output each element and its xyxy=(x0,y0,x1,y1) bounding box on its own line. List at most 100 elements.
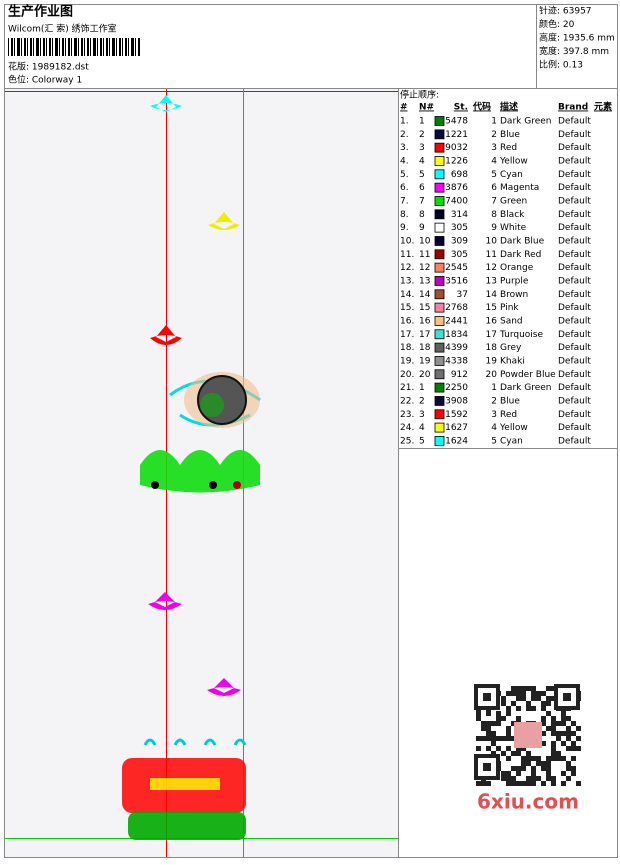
qr-cell xyxy=(546,701,551,706)
qr-cell xyxy=(541,741,546,746)
bar xyxy=(71,38,72,56)
qr-cell xyxy=(526,706,531,711)
qr-cell xyxy=(511,736,516,741)
row-index: 10. xyxy=(400,236,414,246)
qr-cell xyxy=(496,711,501,716)
qr-cell xyxy=(551,781,556,786)
code: 7 xyxy=(491,196,497,206)
qr-cell xyxy=(546,726,551,731)
qr-cell xyxy=(501,736,506,741)
description: Dark Blue xyxy=(500,236,545,246)
swatch xyxy=(434,329,445,340)
embroidery xyxy=(122,95,261,840)
row-index: 20. xyxy=(400,370,414,380)
row-index: 23. xyxy=(400,410,414,420)
brand: Default xyxy=(558,236,591,246)
qr-cell xyxy=(491,741,496,746)
bar xyxy=(33,38,34,56)
bar xyxy=(135,38,136,56)
qr-finder xyxy=(483,693,491,701)
title: 生产作业图 xyxy=(8,4,73,20)
qr-cell xyxy=(571,766,576,771)
qr-cell xyxy=(516,716,521,721)
needle: 18 xyxy=(419,343,431,353)
qr-cell xyxy=(541,721,546,726)
needle: 15 xyxy=(419,303,430,313)
row-index: 9. xyxy=(400,223,409,233)
bar xyxy=(43,38,45,56)
swatch xyxy=(434,209,445,220)
description: Pink xyxy=(500,303,519,313)
stitches: 5478 xyxy=(445,117,468,127)
swatch xyxy=(434,262,445,273)
swatch xyxy=(434,396,445,406)
row-index: 7. xyxy=(400,196,409,206)
qr-cell xyxy=(521,756,526,761)
description: Grey xyxy=(500,343,522,353)
stitches: 1624 xyxy=(445,436,468,446)
qr-cell xyxy=(501,771,506,776)
qr-cell xyxy=(546,766,551,771)
bar xyxy=(100,38,102,56)
qr-cell xyxy=(501,716,506,721)
brand: Default xyxy=(558,170,591,180)
needle: 1 xyxy=(419,383,425,393)
qr-cell xyxy=(571,731,576,736)
qr-cell xyxy=(526,686,531,691)
qr-cell xyxy=(511,776,516,781)
qr-cell xyxy=(551,726,556,731)
brand: Default xyxy=(558,250,591,260)
bar xyxy=(24,38,26,56)
qr-cell xyxy=(486,781,491,786)
row-index: 22. xyxy=(400,396,414,406)
qr-cell xyxy=(531,686,536,691)
stitches: 2441 xyxy=(445,316,468,326)
brand: Default xyxy=(558,156,591,166)
qr-cell xyxy=(526,761,531,766)
qr-cell xyxy=(506,746,511,751)
qr-cell xyxy=(541,781,546,786)
brand: Default xyxy=(558,130,591,140)
qr-cell xyxy=(556,731,561,736)
code: 1 xyxy=(491,117,497,127)
swatch xyxy=(434,382,445,393)
row-index: 12. xyxy=(400,263,414,273)
qr-cell xyxy=(506,771,511,776)
qr-cell xyxy=(516,766,521,771)
qr-cell xyxy=(496,721,501,726)
code: 18 xyxy=(486,343,498,353)
qr-cell xyxy=(481,781,486,786)
stitches: 2768 xyxy=(445,303,468,313)
bar xyxy=(8,38,9,56)
description: Magenta xyxy=(500,183,539,193)
bar xyxy=(90,38,91,56)
swatch xyxy=(434,302,445,313)
qr-cell xyxy=(476,716,481,721)
stitches: 912 xyxy=(451,370,468,380)
qr-cell xyxy=(531,766,536,771)
stitches: 309 xyxy=(451,236,468,246)
brand: Default xyxy=(558,263,591,273)
code: 5 xyxy=(491,170,497,180)
bar xyxy=(131,38,134,56)
brand: Default xyxy=(558,436,591,446)
swatch xyxy=(434,222,445,233)
row-index: 3. xyxy=(400,143,409,153)
qr-cell xyxy=(481,726,486,731)
qr-cell xyxy=(506,706,511,711)
brand: Default xyxy=(558,423,591,433)
qr-cell xyxy=(476,781,481,786)
row-index: 6. xyxy=(400,183,409,193)
code: 5 xyxy=(491,436,497,446)
qr-cell xyxy=(536,761,541,766)
qr-cell xyxy=(506,756,511,761)
qr-cell xyxy=(571,741,576,746)
row-index: 4. xyxy=(400,156,409,166)
description: Cyan xyxy=(500,436,523,446)
qr-cell xyxy=(556,756,561,761)
code: 10 xyxy=(486,236,498,246)
bar xyxy=(52,38,53,56)
qr-cell xyxy=(476,711,481,716)
description: Yellow xyxy=(499,423,528,433)
qr-cell xyxy=(531,696,536,701)
